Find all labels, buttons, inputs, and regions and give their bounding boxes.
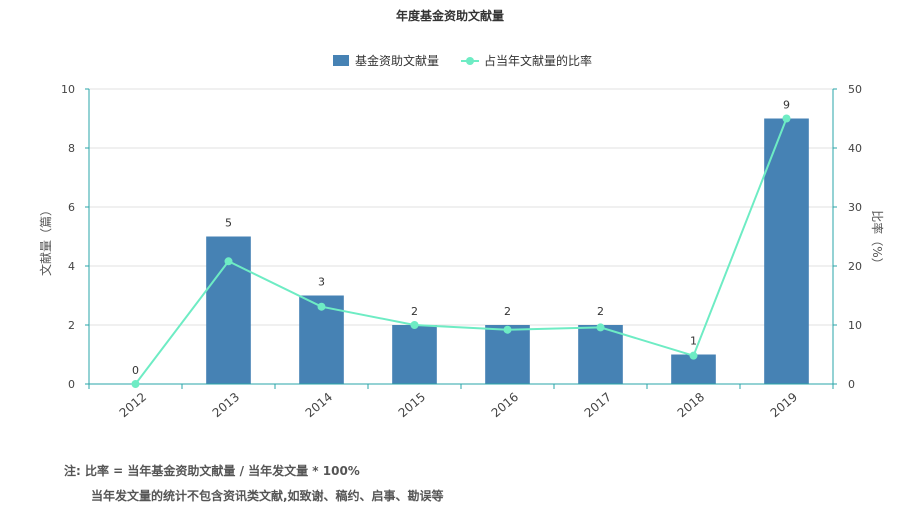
ratio-point (782, 114, 791, 123)
x-tick-label: 2019 (768, 390, 800, 420)
x-tick-label: 2013 (210, 390, 242, 420)
x-tick-label: 2012 (117, 390, 149, 420)
y2-tick-label: 50 (848, 83, 862, 96)
y2-tick-label: 30 (848, 201, 862, 214)
bar-value-label: 2 (411, 305, 418, 318)
y-tick-label: 8 (68, 142, 75, 155)
y2-tick-label: 10 (848, 319, 862, 332)
x-tick-label: 2015 (396, 390, 428, 420)
x-tick-label: 2014 (303, 390, 335, 420)
bars (206, 118, 809, 384)
x-tick-label: 2018 (675, 390, 707, 420)
y-tick-label: 2 (68, 319, 75, 332)
bar-value-label: 9 (783, 99, 790, 112)
bar-value-label: 5 (225, 217, 232, 230)
y2-axis-label: 比率（%） (870, 210, 885, 269)
ratio-line (131, 114, 791, 388)
ratio-point (317, 302, 326, 311)
y2-tick-label: 40 (848, 142, 862, 155)
y-tick-label: 10 (61, 83, 75, 96)
legend[interactable]: 基金资助文献量 占当年文献量的比率 (333, 53, 592, 68)
bar-value-label: 2 (597, 305, 604, 318)
legend-swatch-bar (333, 55, 349, 66)
y2-tick-label: 0 (848, 378, 855, 391)
y-tick-label: 4 (68, 260, 75, 273)
bar-value-label: 1 (690, 335, 697, 348)
bar (485, 325, 530, 384)
chart: 年度基金资助文献量 基金资助文献量 占当年文献量的比率 024681001020… (38, 8, 885, 420)
y-tick-label: 0 (68, 378, 75, 391)
ratio-point (410, 321, 419, 329)
note-formula: 注: 比率 = 当年基金资助文献量 / 当年发文量 * 100% (64, 464, 360, 478)
ratio-point (131, 380, 140, 388)
legend-swatch-line-marker (466, 57, 474, 65)
ratio-point (503, 325, 512, 334)
y-axis-label: 文献量（篇） (38, 204, 53, 276)
bar-value-label: 2 (504, 305, 511, 318)
chart-title: 年度基金资助文献量 (396, 8, 504, 23)
ratio-point (224, 257, 233, 266)
legend-label-bar: 基金资助文献量 (355, 53, 439, 68)
y-tick-label: 6 (68, 201, 75, 214)
bar-value-label: 3 (318, 276, 325, 289)
note-exclusions: 当年发文量的统计不包含资讯类文献,如致谢、稿约、启事、勘误等 (91, 489, 444, 503)
gridlines (89, 88, 833, 326)
y2-tick-label: 20 (848, 260, 862, 273)
bar (764, 118, 809, 384)
ratio-point (689, 351, 698, 360)
data-labels: 0 5 3 2 2 2 1 9 (132, 99, 790, 378)
ratio-point (596, 323, 605, 332)
legend-label-line: 占当年文献量的比率 (484, 53, 592, 68)
bar (392, 325, 437, 384)
x-tick-label: 2017 (582, 390, 614, 420)
bar (578, 325, 623, 384)
bar-value-label: 0 (132, 364, 139, 377)
ratio-line-path (134, 118, 788, 385)
x-tick-label: 2016 (489, 390, 521, 420)
